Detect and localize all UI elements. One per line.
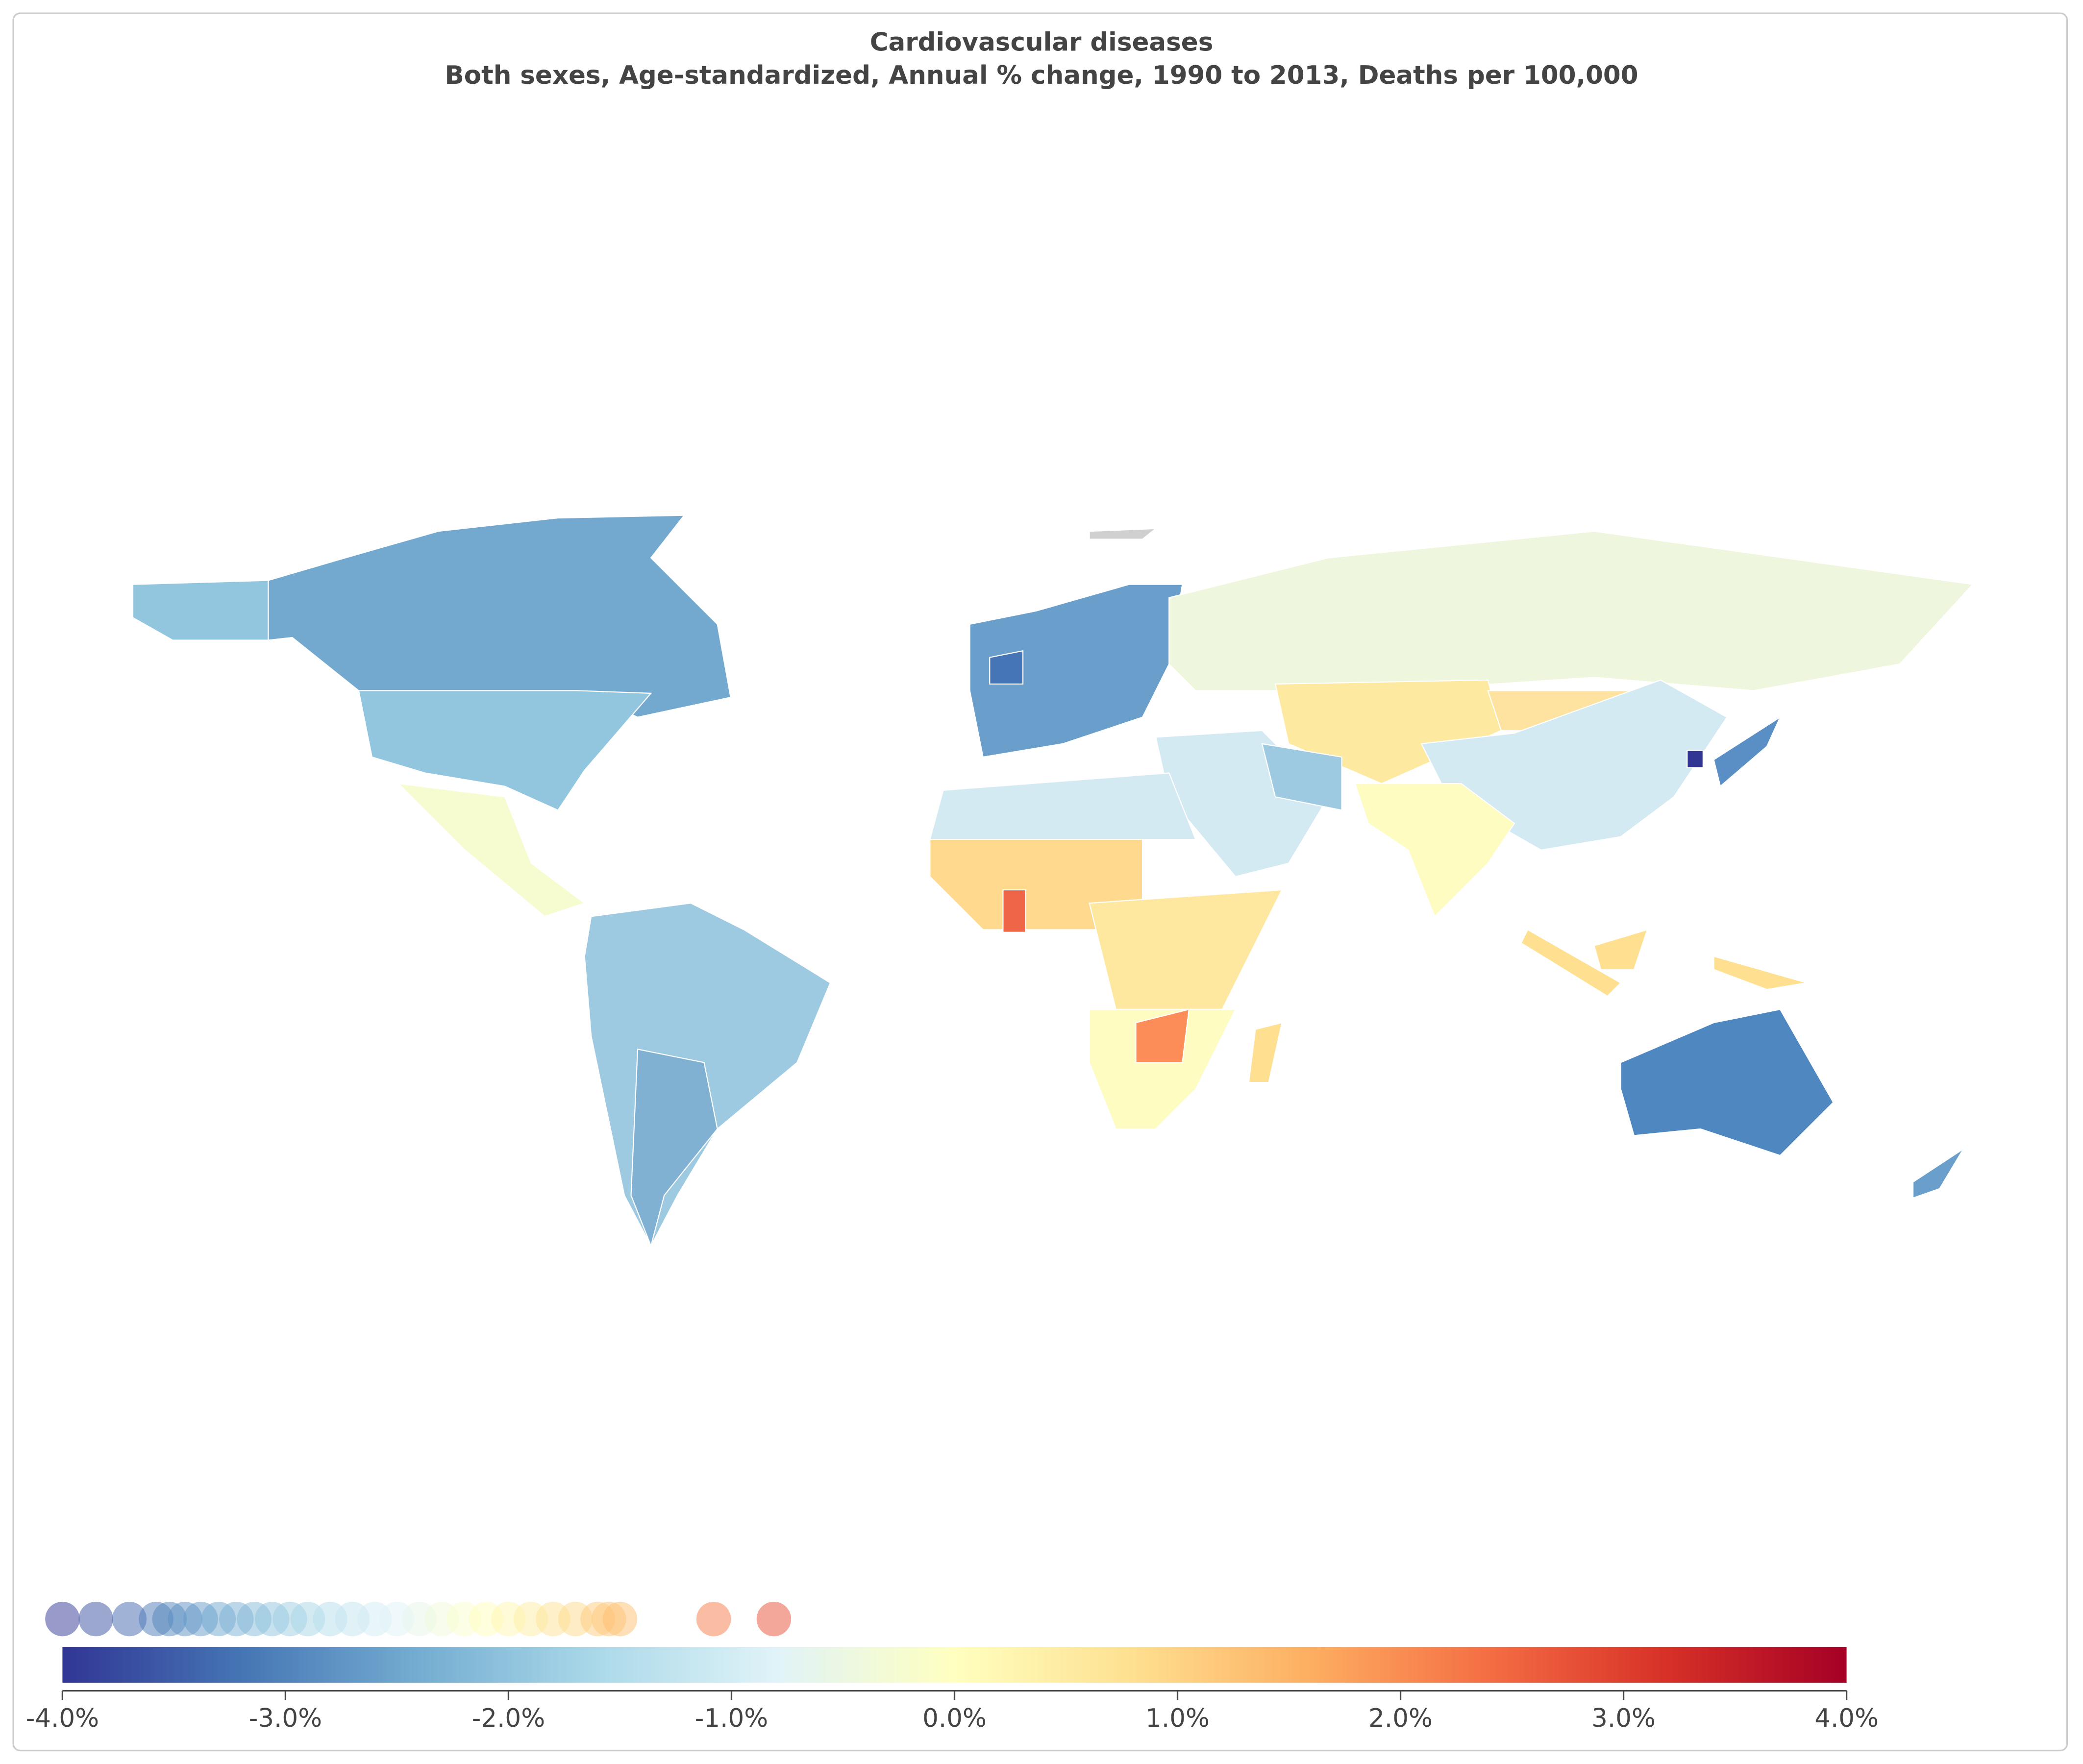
country xyxy=(1520,929,1622,997)
country xyxy=(630,1048,718,1248)
country xyxy=(989,650,1024,685)
chart-title: Cardiovascular diseases xyxy=(870,27,1214,57)
country xyxy=(1593,929,1648,970)
country xyxy=(397,783,586,917)
data-point xyxy=(45,1601,80,1637)
country xyxy=(1261,743,1342,811)
country xyxy=(1168,531,1974,691)
data-point xyxy=(78,1601,113,1637)
x-tick-label: -3.0% xyxy=(249,1704,322,1733)
x-tick-label: 3.0% xyxy=(1591,1704,1656,1733)
country xyxy=(1002,889,1026,933)
map xyxy=(132,514,1974,1248)
country xyxy=(1686,750,1704,768)
colorbar xyxy=(62,1647,1847,1683)
x-tick-label: 2.0% xyxy=(1368,1704,1433,1733)
x-tick-label: 1.0% xyxy=(1145,1704,1210,1733)
country xyxy=(1135,1008,1190,1063)
chart-subtitle: Both sexes, Age-standardized, Annual % c… xyxy=(445,61,1638,90)
data-point xyxy=(602,1601,638,1637)
x-tick-label: 0.0% xyxy=(922,1704,987,1733)
country xyxy=(969,584,1183,758)
country xyxy=(268,514,732,718)
country xyxy=(1713,715,1782,787)
country xyxy=(929,772,1197,840)
x-tick-label: 4.0% xyxy=(1814,1704,1879,1733)
country xyxy=(1620,1008,1834,1156)
country xyxy=(1089,528,1158,540)
data-point xyxy=(756,1601,792,1637)
data-point xyxy=(696,1601,731,1637)
country xyxy=(1089,1008,1237,1130)
country xyxy=(132,580,269,641)
x-tick-label: -1.0% xyxy=(695,1704,768,1733)
country xyxy=(1912,1148,1964,1199)
country xyxy=(1248,1022,1283,1083)
country xyxy=(1713,956,1807,990)
country xyxy=(358,690,652,811)
x-tick-label: -4.0% xyxy=(26,1704,99,1733)
chart-area: Cardiovascular diseases Both sexes, Age-… xyxy=(12,12,2068,1752)
x-tick-label: -2.0% xyxy=(472,1704,545,1733)
data-point xyxy=(112,1601,147,1637)
country xyxy=(929,838,1143,931)
country xyxy=(1354,783,1515,918)
